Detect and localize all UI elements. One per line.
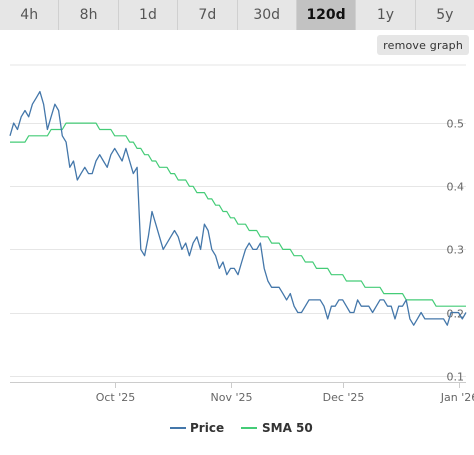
x-tick-label: Nov '25 bbox=[211, 391, 253, 404]
tab-120d[interactable]: 120d bbox=[296, 0, 357, 30]
y-tick-label: 0.3 bbox=[447, 244, 465, 257]
tab-1d[interactable]: 1d bbox=[118, 0, 179, 30]
time-range-tabs: 4h 8h 1d 7d 30d 120d 1y 5y bbox=[0, 0, 474, 30]
y-tick-label: 0.5 bbox=[447, 118, 465, 131]
y-tick-label: 0.1 bbox=[447, 371, 465, 384]
y-tick-label: 0.4 bbox=[447, 181, 465, 194]
tab-5y[interactable]: 5y bbox=[415, 0, 474, 30]
y-tick-label: 0.2 bbox=[447, 308, 465, 321]
tab-30d[interactable]: 30d bbox=[237, 0, 297, 30]
x-tick-label: Jan '26 bbox=[440, 391, 474, 404]
tab-4h[interactable]: 4h bbox=[0, 0, 60, 30]
x-tick-label: Dec '25 bbox=[323, 391, 365, 404]
tab-7d[interactable]: 7d bbox=[178, 0, 238, 30]
tab-8h[interactable]: 8h bbox=[59, 0, 119, 30]
sma50-series-line bbox=[10, 122, 466, 307]
price-series-line bbox=[9, 90, 467, 326]
tab-1y[interactable]: 1y bbox=[356, 0, 416, 30]
legend-sma50-label: SMA 50 bbox=[262, 421, 313, 435]
x-tick-label: Oct '25 bbox=[96, 391, 136, 404]
remove-graph-button[interactable]: remove graph bbox=[377, 35, 469, 55]
legend-price-label: Price bbox=[190, 421, 224, 435]
